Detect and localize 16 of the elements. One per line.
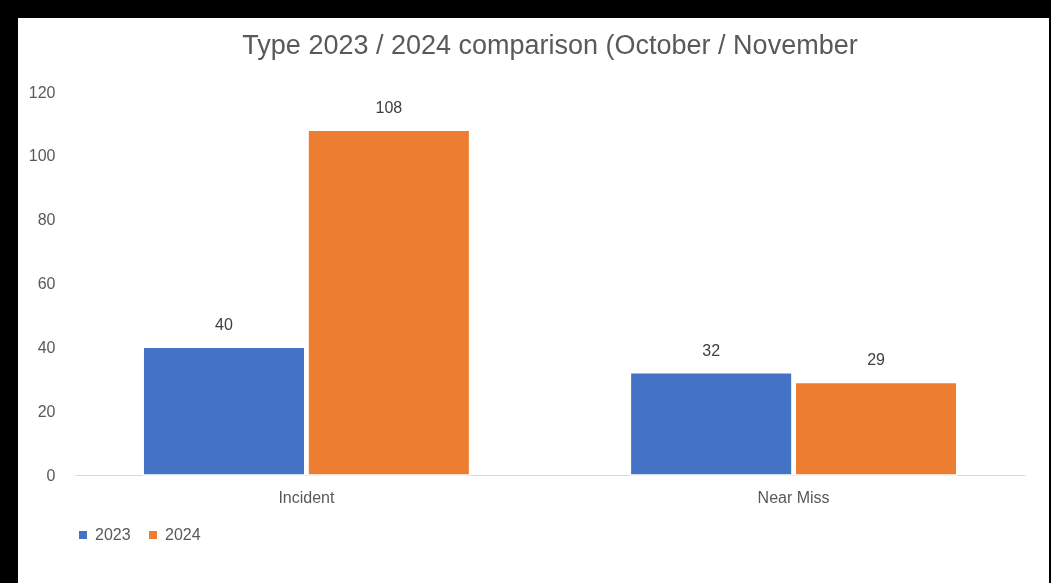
y-tick-label: 100: [28, 147, 56, 165]
y-tick-label: 80: [37, 211, 56, 229]
y-tick-label: 40: [37, 338, 56, 356]
data-label: 29: [867, 351, 886, 369]
data-label: 108: [375, 99, 403, 117]
chart-title: Type 2023 / 2024 comparison (October / November: [242, 30, 858, 60]
legend-label: 2023: [95, 526, 131, 543]
y-tick-label: 120: [28, 83, 56, 101]
data-label: 32: [702, 341, 721, 359]
y-tick-label: 60: [37, 275, 56, 292]
legend-label: 2024: [165, 526, 201, 543]
data-label: 40: [215, 316, 233, 334]
y-tick-label: 0: [46, 466, 56, 484]
x-tick-label: Near Miss: [757, 488, 830, 506]
y-tick-label: 20: [37, 402, 56, 420]
x-tick-label: Incident: [278, 488, 335, 506]
